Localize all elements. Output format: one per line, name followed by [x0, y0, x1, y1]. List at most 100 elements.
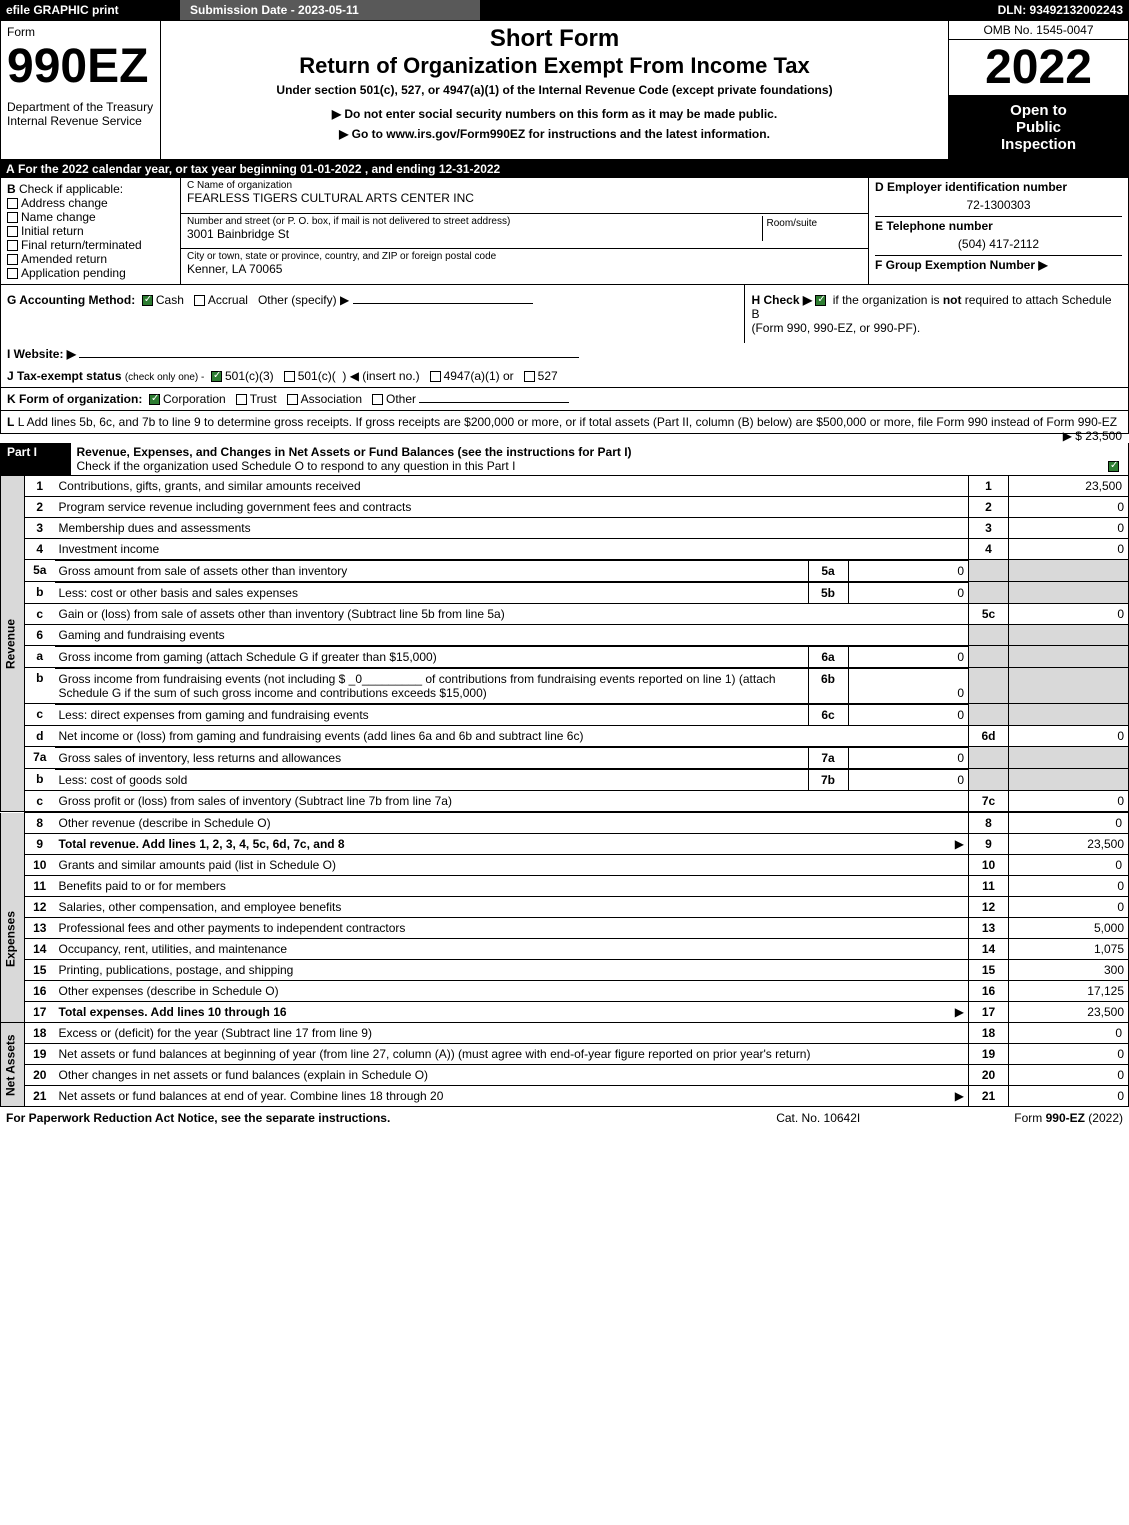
- k-line: K Form of organization: Corporation Trus…: [0, 388, 1129, 411]
- line-11-amt: 0: [1009, 876, 1129, 897]
- line-5a-sub: 0: [848, 561, 968, 582]
- line-6b-sub: 0: [848, 669, 968, 704]
- line-1-amt: 23,500: [1009, 476, 1129, 497]
- line-18-amt: 0: [1009, 1023, 1129, 1044]
- line-12-amt: 0: [1009, 897, 1129, 918]
- footer-mid: Cat. No. 10642I: [730, 1107, 907, 1129]
- phone: (504) 417-2112: [875, 237, 1122, 251]
- line-7a-desc: Gross sales of inventory, less returns a…: [55, 748, 809, 769]
- line-10-amt: 0: [1009, 855, 1129, 876]
- line-11-desc: Benefits paid to or for members: [55, 876, 969, 897]
- line-9-amt: 23,500: [1009, 834, 1129, 855]
- line-5b-sub: 0: [848, 583, 968, 604]
- line-5c-amt: 0: [1009, 604, 1129, 625]
- part-i-title: Revenue, Expenses, and Changes in Net As…: [77, 445, 632, 459]
- city: Kenner, LA 70065: [187, 262, 862, 276]
- submission-date: Submission Date - 2023-05-11: [180, 0, 480, 20]
- i-label: I Website: ▶: [7, 347, 76, 361]
- part-i-check: Check if the organization used Schedule …: [77, 459, 516, 473]
- line-7a-sub: 0: [848, 748, 968, 769]
- sidebar-revenue: Revenue: [1, 476, 25, 812]
- form-number: 990EZ: [7, 39, 154, 94]
- street: 3001 Bainbridge St: [187, 227, 762, 241]
- room-label: Room/suite: [762, 216, 862, 241]
- line-9-desc: Total revenue. Add lines 1, 2, 3, 4, 5c,…: [55, 834, 969, 855]
- line-16-desc: Other expenses (describe in Schedule O): [55, 981, 969, 1002]
- line-4-amt: 0: [1009, 539, 1129, 560]
- line-6d-desc: Net income or (loss) from gaming and fun…: [55, 726, 969, 747]
- subtitle: Under section 501(c), 527, or 4947(a)(1)…: [167, 83, 942, 97]
- header: Form 990EZ Department of the Treasury In…: [0, 20, 1129, 160]
- line-5a-desc: Gross amount from sale of assets other t…: [55, 561, 809, 582]
- tax-year: 2022: [949, 40, 1128, 96]
- form-word: Form: [7, 25, 154, 39]
- line-19-amt: 0: [1009, 1044, 1129, 1065]
- line-10-desc: Grants and similar amounts paid (list in…: [55, 855, 969, 876]
- line-8-amt: 0: [1009, 813, 1129, 834]
- line-16-amt: 17,125: [1009, 981, 1129, 1002]
- line-2-desc: Program service revenue including govern…: [55, 497, 969, 518]
- part-i-checkbox: [1108, 461, 1119, 472]
- line-21-desc: Net assets or fund balances at end of ye…: [55, 1086, 969, 1107]
- h-label: H Check ▶: [751, 293, 812, 307]
- line-12-desc: Salaries, other compensation, and employ…: [55, 897, 969, 918]
- c-name-label: C Name of organization: [187, 180, 862, 191]
- note-goto: ▶ Go to www.irs.gov/Form990EZ for instru…: [167, 127, 942, 141]
- title-short-form: Short Form: [167, 25, 942, 53]
- org-name: FEARLESS TIGERS CULTURAL ARTS CENTER INC: [187, 191, 862, 205]
- line-7b-desc: Less: cost of goods sold: [55, 770, 809, 791]
- e-label: E Telephone number: [875, 219, 993, 233]
- d-label: D Employer identification number: [875, 180, 1067, 194]
- k-label: K Form of organization:: [7, 392, 142, 406]
- street-label: Number and street (or P. O. box, if mail…: [187, 216, 762, 227]
- line-5b-desc: Less: cost or other basis and sales expe…: [55, 583, 809, 604]
- efile-label: efile GRAPHIC print: [0, 0, 180, 20]
- line-4-desc: Investment income: [55, 539, 969, 560]
- line-1-desc: Contributions, gifts, grants, and simila…: [55, 476, 969, 497]
- line-20-amt: 0: [1009, 1065, 1129, 1086]
- line-14-desc: Occupancy, rent, utilities, and maintena…: [55, 939, 969, 960]
- b-opt-pending: Application pending: [7, 266, 174, 280]
- h-check: [815, 295, 826, 306]
- dept-1: Department of the Treasury: [7, 100, 154, 114]
- line-a: A For the 2022 calendar year, or tax yea…: [0, 160, 1129, 178]
- title-return: Return of Organization Exempt From Incom…: [167, 53, 942, 79]
- open-public: Open to Public Inspection: [949, 96, 1128, 159]
- gh-block: G Accounting Method: Cash Accrual Other …: [0, 285, 1129, 343]
- sidebar-netassets: Net Assets: [1, 1023, 25, 1107]
- b-opt-name: Name change: [7, 210, 174, 224]
- line-8-desc: Other revenue (describe in Schedule O): [55, 813, 969, 834]
- h-text2: (Form 990, 990-EZ, or 990-PF).: [751, 321, 920, 335]
- line-17-desc: Total expenses. Add lines 10 through 16 …: [55, 1002, 969, 1023]
- dln: DLN: 93492132002243: [480, 0, 1129, 20]
- line-6b-desc: Gross income from fundraising events (no…: [55, 669, 809, 704]
- ij-block: I Website: ▶ J Tax-exempt status (check …: [0, 343, 1129, 388]
- main-table: Revenue 1 Contributions, gifts, grants, …: [0, 475, 1129, 812]
- line-15-desc: Printing, publications, postage, and shi…: [55, 960, 969, 981]
- sidebar-expenses: Expenses: [1, 855, 25, 1023]
- line-6c-sub: 0: [848, 705, 968, 726]
- dept-2: Internal Revenue Service: [7, 114, 154, 128]
- line-3-desc: Membership dues and assessments: [55, 518, 969, 539]
- ein: 72-1300303: [875, 198, 1122, 212]
- line-6d-amt: 0: [1009, 726, 1129, 747]
- city-label: City or town, state or province, country…: [187, 251, 862, 262]
- g-cash-check: [142, 295, 153, 306]
- top-bar: efile GRAPHIC print Submission Date - 20…: [0, 0, 1129, 20]
- line-2-amt: 0: [1009, 497, 1129, 518]
- line-6a-sub: 0: [848, 647, 968, 668]
- part-i-label: Part I: [1, 443, 71, 475]
- line-19-desc: Net assets or fund balances at beginning…: [55, 1044, 969, 1065]
- j-label: J Tax-exempt status: [7, 369, 122, 383]
- line-7c-desc: Gross profit or (loss) from sales of inv…: [55, 791, 969, 812]
- footer: For Paperwork Reduction Act Notice, see …: [0, 1107, 1129, 1129]
- b-opt-initial: Initial return: [7, 224, 174, 238]
- b-opt-final: Final return/terminated: [7, 238, 174, 252]
- line-15-amt: 300: [1009, 960, 1129, 981]
- line-14-amt: 1,075: [1009, 939, 1129, 960]
- line-20-desc: Other changes in net assets or fund bala…: [55, 1065, 969, 1086]
- line-13-desc: Professional fees and other payments to …: [55, 918, 969, 939]
- note-ssn: ▶ Do not enter social security numbers o…: [167, 107, 942, 121]
- l-amount: ▶ $ 23,500: [1063, 429, 1122, 443]
- line-7b-sub: 0: [848, 770, 968, 791]
